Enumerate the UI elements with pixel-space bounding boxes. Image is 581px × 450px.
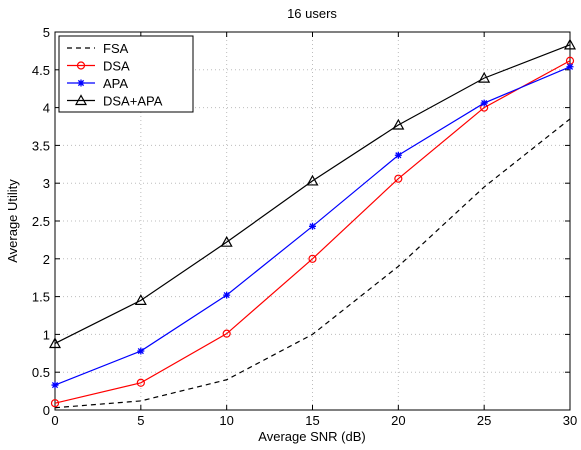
x-axis-label: Average SNR (dB) — [258, 429, 365, 444]
x-tick-label: 5 — [137, 413, 144, 428]
data-point-dsa-apa — [48, 337, 62, 349]
y-tick-label: 3.5 — [32, 138, 50, 153]
data-point-dsa — [50, 399, 60, 408]
legend-box — [58, 35, 194, 113]
data-point-dsa-apa — [563, 38, 577, 50]
y-tick-label: 0.5 — [32, 365, 50, 380]
data-point-apa — [51, 381, 59, 389]
data-point-dsa-apa — [392, 118, 405, 130]
y-tick-label: 4.5 — [32, 63, 50, 78]
legend-label-dsa: DSA — [103, 59, 130, 74]
legend: FSA DSA APA DSA+APA — [58, 35, 194, 113]
data-point-dsa-apa — [134, 294, 147, 305]
x-tick-label: 30 — [563, 413, 577, 428]
y-tick-label: 2 — [43, 252, 50, 267]
data-point-apa — [137, 347, 145, 355]
data-point-dsa-apa — [220, 235, 233, 247]
data-point-dsa — [308, 254, 317, 263]
plot-area: 0 5 10 15 20 25 30 0 0.5 1 1.5 2 2.5 3 3.5 4 4.5 5 FSA DSA A… — [32, 25, 577, 428]
data-point-dsa — [222, 329, 231, 338]
y-tick-label: 3 — [43, 176, 50, 191]
legend-marker-apa — [77, 79, 85, 87]
chart-title: 16 users — [287, 6, 337, 21]
y-tick-label: 2.5 — [32, 214, 50, 229]
data-point-apa — [480, 99, 488, 107]
legend-label-apa: APA — [103, 76, 128, 91]
legend-marker-dsa-apa — [74, 94, 88, 106]
legend-label-fsa: FSA — [103, 41, 129, 56]
y-tick-label: 5 — [43, 25, 50, 40]
series-line-dsa-apa — [54, 44, 571, 345]
x-tick-label: 15 — [305, 413, 319, 428]
data-point-apa — [394, 151, 402, 159]
y-tick-label: 1 — [43, 327, 50, 342]
series-line-fsa — [54, 118, 571, 409]
data-point-dsa-apa — [306, 174, 319, 186]
data-point-dsa-apa — [478, 71, 491, 83]
y-tick-label: 1.5 — [32, 290, 50, 305]
x-tick-label: 0 — [51, 413, 58, 428]
legend-label-dsa-apa: DSA+APA — [103, 94, 163, 109]
x-tick-label: 10 — [219, 413, 233, 428]
x-tick-label: 20 — [391, 413, 405, 428]
data-point-dsa — [136, 378, 145, 387]
legend-marker-dsa — [76, 61, 86, 70]
x-tick-label: 25 — [477, 413, 491, 428]
series-line-dsa — [54, 60, 571, 404]
data-point-apa — [566, 63, 574, 71]
data-point-apa — [309, 222, 316, 230]
y-tick-label: 4 — [43, 101, 50, 116]
data-point-apa — [223, 291, 231, 299]
y-tick-label: 0 — [43, 403, 50, 418]
y-axis-label: Average Utility — [5, 179, 20, 263]
data-point-dsa — [394, 174, 403, 183]
